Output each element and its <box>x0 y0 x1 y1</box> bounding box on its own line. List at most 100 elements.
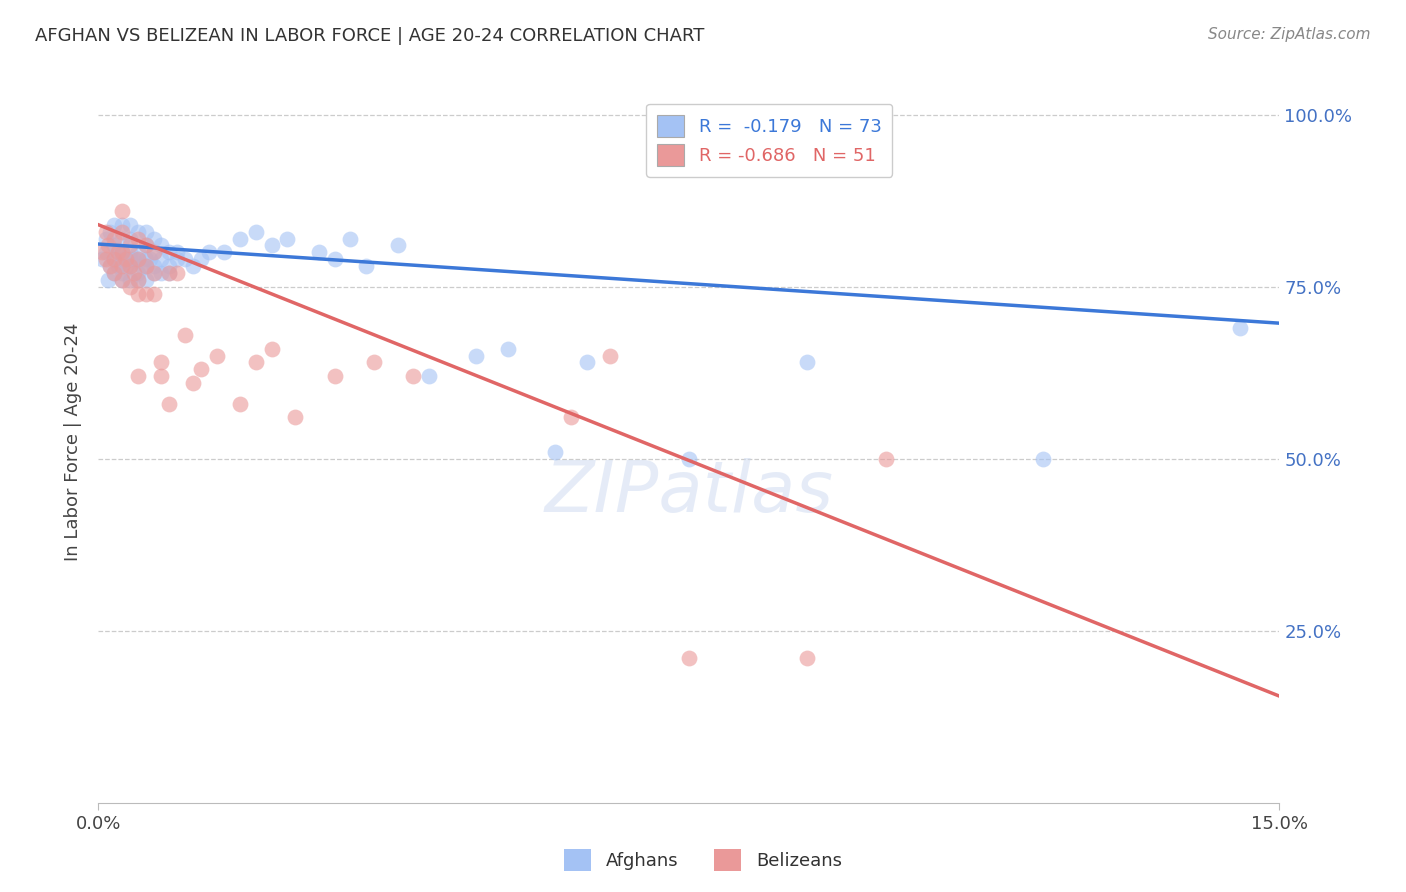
Point <box>496 342 519 356</box>
Point <box>118 252 141 267</box>
Point <box>135 286 157 301</box>
Point <box>115 259 138 273</box>
Point <box>118 259 141 273</box>
Point <box>122 252 145 267</box>
Point <box>127 252 149 267</box>
Point <box>103 238 125 252</box>
Text: Source: ZipAtlas.com: Source: ZipAtlas.com <box>1208 27 1371 42</box>
Point <box>135 252 157 267</box>
Point <box>135 225 157 239</box>
Point <box>127 369 149 384</box>
Point <box>150 369 173 384</box>
Point <box>1229 321 1251 335</box>
Point <box>229 231 252 245</box>
Point <box>142 245 165 260</box>
Point <box>678 651 700 665</box>
Point <box>181 259 204 273</box>
Point <box>111 204 134 219</box>
Point <box>103 252 125 267</box>
Point <box>127 245 149 260</box>
Point <box>245 225 267 239</box>
Point <box>135 238 157 252</box>
Point <box>103 231 125 245</box>
Point <box>150 238 173 252</box>
Point <box>103 218 125 232</box>
Point <box>127 273 149 287</box>
Point <box>323 252 346 267</box>
Point <box>678 451 700 466</box>
Point <box>107 245 129 260</box>
Point <box>560 410 582 425</box>
Point <box>276 231 298 245</box>
Point <box>166 266 188 280</box>
Legend: R =  -0.179   N = 73, R = -0.686   N = 51: R = -0.179 N = 73, R = -0.686 N = 51 <box>647 103 893 177</box>
Point <box>157 245 180 260</box>
Point <box>308 245 330 260</box>
Point <box>111 252 134 267</box>
Point <box>115 252 138 267</box>
Point <box>157 266 180 280</box>
Point <box>103 266 125 280</box>
Point <box>98 259 121 273</box>
Point <box>118 231 141 245</box>
Point <box>118 245 141 260</box>
Point <box>354 259 377 273</box>
Point <box>127 286 149 301</box>
Point <box>796 355 818 369</box>
Point <box>150 266 173 280</box>
Point <box>103 252 125 267</box>
Point <box>387 238 409 252</box>
Point <box>111 231 134 245</box>
Point <box>135 238 157 252</box>
Point <box>98 225 121 239</box>
Point <box>96 225 118 239</box>
Point <box>214 245 236 260</box>
Point <box>142 259 165 273</box>
Point <box>91 252 114 267</box>
Point <box>363 355 385 369</box>
Point <box>118 238 141 252</box>
Point <box>142 266 165 280</box>
Point <box>111 245 134 260</box>
Point <box>245 355 267 369</box>
Point <box>599 349 621 363</box>
Point <box>157 266 180 280</box>
Point <box>111 273 134 287</box>
Point <box>111 218 134 232</box>
Y-axis label: In Labor Force | Age 20-24: In Labor Force | Age 20-24 <box>63 322 82 561</box>
Text: AFGHAN VS BELIZEAN IN LABOR FORCE | AGE 20-24 CORRELATION CHART: AFGHAN VS BELIZEAN IN LABOR FORCE | AGE … <box>35 27 704 45</box>
Point <box>190 362 212 376</box>
Point <box>174 327 197 342</box>
Point <box>796 651 818 665</box>
Point <box>96 245 118 260</box>
Point <box>544 445 567 459</box>
Point <box>91 245 114 260</box>
Point <box>174 252 197 267</box>
Point <box>575 355 598 369</box>
Point <box>127 225 149 239</box>
Point <box>229 397 252 411</box>
Point <box>190 252 212 267</box>
Point <box>127 252 149 267</box>
Point <box>166 252 188 267</box>
Point <box>181 376 204 390</box>
Point <box>118 273 141 287</box>
Point <box>142 245 165 260</box>
Point <box>150 252 173 267</box>
Point <box>1032 451 1054 466</box>
Point <box>97 273 120 287</box>
Point <box>127 231 149 245</box>
Point <box>135 259 157 273</box>
Point <box>98 259 121 273</box>
Legend: Afghans, Belizeans: Afghans, Belizeans <box>557 842 849 879</box>
Point <box>127 273 149 287</box>
Point <box>284 410 307 425</box>
Point <box>142 231 165 245</box>
Point <box>122 266 145 280</box>
Point <box>166 245 188 260</box>
Point <box>135 273 157 287</box>
Point <box>118 218 141 232</box>
Point <box>111 225 134 239</box>
Point <box>138 252 160 267</box>
Point <box>97 238 120 252</box>
